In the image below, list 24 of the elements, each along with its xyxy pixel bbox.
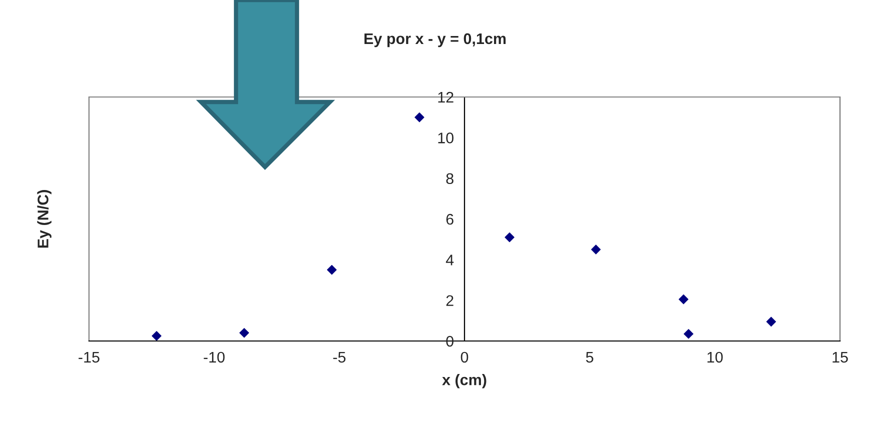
x-tick-label: 15 [832,352,848,363]
chart-title: Ey por x - y = 0,1cm [364,33,506,48]
point [504,232,514,242]
y-tick-label: 8 [446,173,454,184]
y-tick-label: 10 [438,132,454,144]
point [591,244,601,254]
x-axis-title: x (cm) [442,374,486,388]
point [678,294,688,304]
point [766,316,776,327]
y-tick-label: 4 [446,254,454,266]
point [414,112,424,122]
y-tick-label: 6 [446,214,454,225]
x-tick-label: 10 [708,352,723,363]
point [326,264,337,275]
point [684,329,694,339]
point [152,331,162,341]
x-tick-label: -15 [78,352,100,363]
x-tick-label: -10 [204,352,225,363]
y-tick-label: 2 [446,295,454,306]
x-tick-label: -5 [333,352,346,363]
point [239,328,250,338]
x-tick-label: 0 [460,352,468,363]
y-axis-title: Ey (N/C) [37,190,52,248]
x-tick-label: 5 [586,352,594,363]
